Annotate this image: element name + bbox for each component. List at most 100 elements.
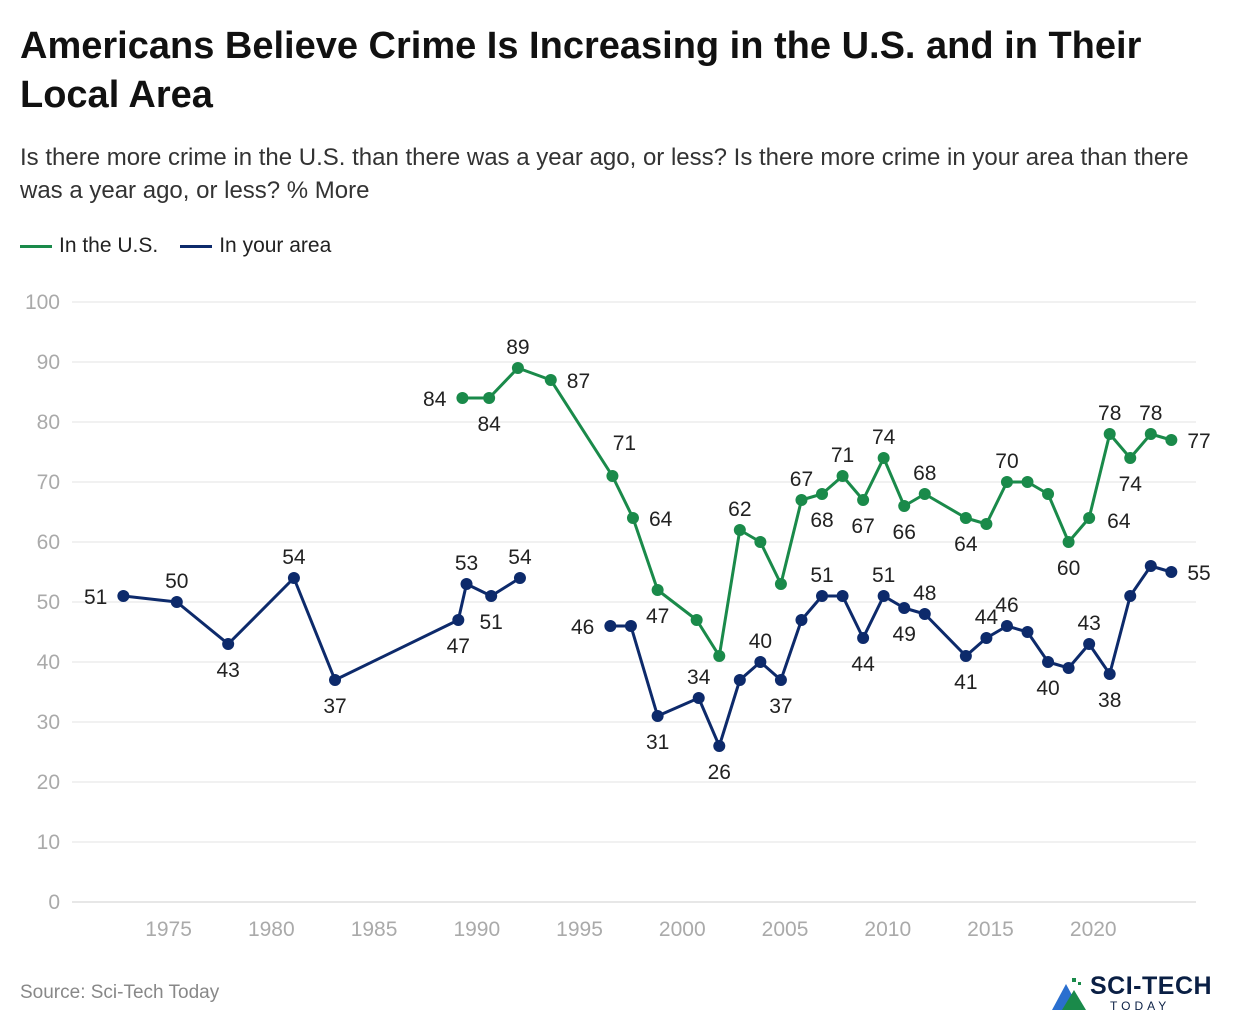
data-point-us	[1124, 452, 1137, 464]
data-label-area: 51	[84, 586, 107, 609]
data-label-us: 67	[851, 515, 874, 538]
data-point-area	[222, 638, 235, 650]
data-point-area	[170, 596, 183, 608]
x-tick-label: 1995	[556, 918, 603, 941]
data-point-us	[980, 518, 993, 530]
data-label-us: 71	[831, 444, 854, 467]
data-point-us	[836, 470, 849, 482]
data-label-area: 34	[687, 666, 711, 689]
y-axis-ticks: 0 10 20 30 40 50 60 70 80 90 100	[25, 291, 60, 914]
y-tick-label: 60	[37, 531, 60, 554]
data-point-area	[604, 620, 617, 632]
data-point-area	[1124, 590, 1137, 602]
data-label-area: 37	[323, 695, 346, 718]
data-label-area: 51	[872, 564, 895, 587]
data-point-area	[329, 674, 342, 686]
chart-subtitle: Is there more crime in the U.S. than the…	[20, 144, 1189, 204]
y-tick-label: 90	[37, 351, 60, 374]
series-points	[117, 362, 1178, 752]
data-label-us: 71	[613, 432, 636, 455]
legend-label-area: In your area	[219, 234, 332, 257]
chart-title: Americans Believe Crime Is Increasing in…	[20, 25, 1142, 116]
data-point-us	[733, 524, 746, 536]
data-label-us: 64	[954, 533, 978, 556]
data-point-us	[713, 650, 726, 662]
x-tick-label: 2000	[659, 918, 706, 941]
x-tick-label: 1990	[453, 918, 500, 941]
data-point-us	[544, 374, 557, 386]
data-point-area	[1144, 560, 1157, 572]
legend: In the U.S. In your area	[20, 234, 353, 258]
series-line-area-1	[610, 564, 1172, 748]
data-label-area: 44	[975, 606, 999, 629]
data-point-us	[511, 362, 524, 374]
data-label-area: 49	[893, 623, 916, 646]
data-point-us	[877, 452, 890, 464]
data-point-us	[959, 512, 972, 524]
data-point-us	[1000, 476, 1013, 488]
x-tick-label: 2020	[1070, 918, 1117, 941]
data-point-area	[795, 614, 808, 626]
data-label-area: 54	[508, 546, 532, 569]
data-point-us	[1021, 476, 1034, 488]
data-label-area: 43	[1077, 612, 1100, 635]
data-label-area: 51	[480, 611, 503, 634]
data-label-area: 53	[455, 552, 478, 575]
data-point-area	[980, 632, 993, 644]
data-point-area	[1000, 620, 1013, 632]
data-point-us	[857, 494, 870, 506]
x-axis-ticks: 1975 1980 1985 1990 1995 2000 2005 2010 2015 2020	[145, 918, 1116, 941]
data-point-us	[1103, 428, 1116, 440]
data-point-area	[713, 740, 726, 752]
data-label-area: 26	[708, 761, 731, 784]
data-label-us: 67	[790, 468, 813, 491]
data-label-us: 74	[1119, 473, 1143, 496]
x-tick-label: 2010	[864, 918, 911, 941]
data-label-us: 68	[913, 462, 936, 485]
data-point-us	[898, 500, 911, 512]
x-tick-label: 2005	[762, 918, 809, 941]
data-point-area	[754, 656, 767, 668]
source-note: Source: Sci-Tech Today	[20, 982, 220, 1003]
data-point-us	[816, 488, 829, 500]
data-point-area	[857, 632, 870, 644]
data-label-area: 40	[1036, 677, 1059, 700]
data-label-area: 48	[913, 582, 936, 605]
data-point-us	[1144, 428, 1157, 440]
data-label-us: 47	[646, 605, 669, 628]
y-tick-label: 100	[25, 291, 60, 314]
data-label-area: 46	[995, 594, 1018, 617]
data-label-us: 77	[1187, 430, 1210, 453]
data-point-us	[774, 578, 787, 590]
x-tick-label: 1975	[145, 918, 192, 941]
y-tick-label: 50	[37, 591, 60, 614]
data-point-area	[1021, 626, 1034, 638]
y-tick-label: 10	[37, 831, 60, 854]
data-label-area: 44	[851, 653, 875, 676]
data-point-area	[836, 590, 849, 602]
data-label-us: 78	[1139, 402, 1162, 425]
x-tick-label: 1985	[351, 918, 398, 941]
data-point-area	[452, 614, 465, 626]
data-point-area	[1165, 566, 1178, 578]
data-label-us: 60	[1057, 557, 1080, 580]
data-point-us	[795, 494, 808, 506]
data-point-area	[816, 590, 829, 602]
y-tick-label: 0	[48, 891, 60, 914]
data-point-area	[651, 710, 664, 722]
data-point-area	[774, 674, 787, 686]
data-point-area	[877, 590, 890, 602]
data-point-us	[1165, 434, 1178, 446]
data-point-area	[898, 602, 911, 614]
data-label-area: 55	[1187, 562, 1210, 585]
data-point-area	[692, 692, 705, 704]
data-labels: 84 84 89 87 71 64 47 62 67 68 71 67 74 66 68 64 70 60 64 78…	[84, 336, 1211, 784]
data-point-us	[651, 584, 664, 596]
legend-swatch-us	[20, 244, 52, 248]
data-point-area	[287, 572, 300, 584]
series-line-area-0	[123, 576, 521, 682]
data-point-us	[456, 392, 469, 404]
grid-lines	[72, 301, 1196, 903]
logo-mountain-icon	[1052, 978, 1086, 1010]
